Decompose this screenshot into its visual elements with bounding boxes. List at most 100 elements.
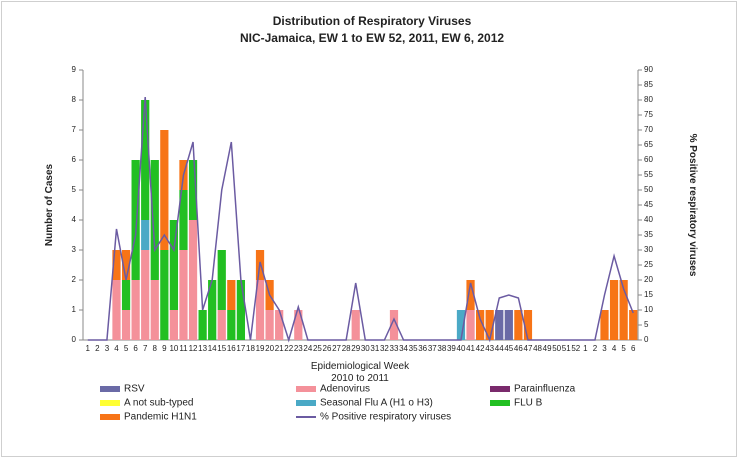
bar-segment: [609, 280, 619, 340]
x-tick-label: 36: [418, 344, 427, 353]
x-tick-label: 51: [562, 344, 571, 353]
x-tick-label: 19: [256, 344, 265, 353]
bar-segment: [188, 220, 198, 340]
bar-segment: [121, 310, 131, 340]
x-tick-label: 50: [552, 344, 561, 353]
x-tick-label: 28: [342, 344, 351, 353]
y2-tick-label: 45: [644, 200, 653, 209]
legend-swatch: [100, 386, 120, 392]
y2-tick-label: 70: [644, 125, 653, 134]
y-tick-label: 8: [72, 95, 77, 104]
y-tick-label: 1: [72, 305, 77, 314]
x-tick-label: 5: [621, 344, 626, 353]
y2-tick-label: 65: [644, 140, 653, 149]
bar-segment: [466, 310, 475, 340]
y2-tick-label: 20: [644, 275, 653, 284]
x-tick-label: 5: [124, 344, 129, 353]
x-tick-label: 18: [246, 344, 255, 353]
legend-label: A not sub-typed: [124, 398, 194, 409]
bar-segment: [466, 280, 475, 310]
legend-swatch: [490, 386, 510, 392]
x-axis-sublabel: 2010 to 2011: [331, 373, 389, 384]
x-tick-label: 40: [457, 344, 466, 353]
bar-segment: [619, 280, 628, 340]
x-tick-label: 27: [332, 344, 341, 353]
x-tick-label: 6: [133, 344, 138, 353]
bar-segment: [456, 310, 466, 340]
x-tick-label: 2: [95, 344, 100, 353]
bar-segment: [294, 310, 303, 340]
y-tick-label: 6: [72, 155, 77, 164]
x-tick-label: 8: [153, 344, 158, 353]
x-tick-label: 42: [476, 344, 485, 353]
x-tick-label: 21: [275, 344, 284, 353]
bar-segment: [150, 160, 159, 280]
bar-segment: [275, 310, 284, 340]
legend-swatch: [100, 414, 120, 420]
y2-tick-label: 40: [644, 215, 653, 224]
bar-segment: [141, 220, 150, 250]
x-tick-label: 9: [162, 344, 167, 353]
x-tick-label: 16: [227, 344, 236, 353]
bar-segment: [217, 310, 226, 340]
bar-segment: [475, 310, 485, 340]
bar-segment: [141, 250, 150, 340]
x-tick-label: 2: [593, 344, 598, 353]
x-tick-label: 13: [198, 344, 207, 353]
x-axis-label: Epidemiological Week: [311, 361, 410, 372]
x-tick-label: 35: [409, 344, 418, 353]
x-tick-label: 3: [602, 344, 607, 353]
bar-segment: [236, 280, 246, 340]
x-tick-label: 38: [437, 344, 446, 353]
bar-segment: [150, 280, 159, 340]
x-tick-label: 17: [236, 344, 245, 353]
bar-segment: [141, 100, 150, 220]
x-tick-label: 4: [114, 344, 119, 353]
y2-tick-label: 60: [644, 155, 653, 164]
y2-tick-label: 75: [644, 110, 653, 119]
x-tick-label: 48: [533, 344, 542, 353]
x-tick-label: 31: [370, 344, 379, 353]
x-tick-label: 33: [390, 344, 399, 353]
x-tick-label: 32: [380, 344, 389, 353]
x-tick-label: 6: [631, 344, 636, 353]
y2-tick-label: 80: [644, 95, 653, 104]
bar-segment: [629, 310, 638, 340]
legend-swatch: [490, 400, 510, 406]
y2-tick-label: 10: [644, 305, 653, 314]
bar-segment: [485, 310, 494, 340]
y-tick-label: 9: [72, 65, 77, 74]
legend-label: Adenovirus: [320, 384, 370, 395]
x-tick-label: 10: [169, 344, 178, 353]
y-tick-label: 4: [72, 215, 77, 224]
y2-tick-label: 15: [644, 290, 653, 299]
y2-tick-label: 25: [644, 260, 653, 269]
bar-segment: [504, 310, 513, 340]
y2-tick-label: 90: [644, 65, 653, 74]
bar-segment: [169, 310, 179, 340]
x-tick-label: 37: [428, 344, 437, 353]
frame: [1, 1, 737, 457]
legend-swatch: [296, 386, 316, 392]
y2-tick-label: 0: [644, 335, 649, 344]
legend-label: RSV: [124, 384, 145, 395]
bar-segment: [523, 310, 533, 340]
x-tick-label: 46: [514, 344, 523, 353]
bar-segment: [495, 310, 504, 340]
bar-segment: [208, 280, 217, 340]
bar-segment: [112, 280, 121, 340]
bar-segment: [198, 310, 207, 340]
x-tick-label: 12: [189, 344, 198, 353]
bar-segment: [121, 250, 131, 280]
x-tick-label: 3: [105, 344, 110, 353]
bar-segment: [351, 310, 360, 340]
bar-segment: [131, 280, 140, 340]
x-tick-label: 39: [447, 344, 456, 353]
bar-segment: [188, 160, 198, 220]
x-tick-label: 52: [571, 344, 580, 353]
bar-segment: [112, 250, 121, 280]
x-tick-label: 49: [543, 344, 552, 353]
bar-segment: [169, 220, 179, 310]
y-tick-label: 3: [72, 245, 77, 254]
